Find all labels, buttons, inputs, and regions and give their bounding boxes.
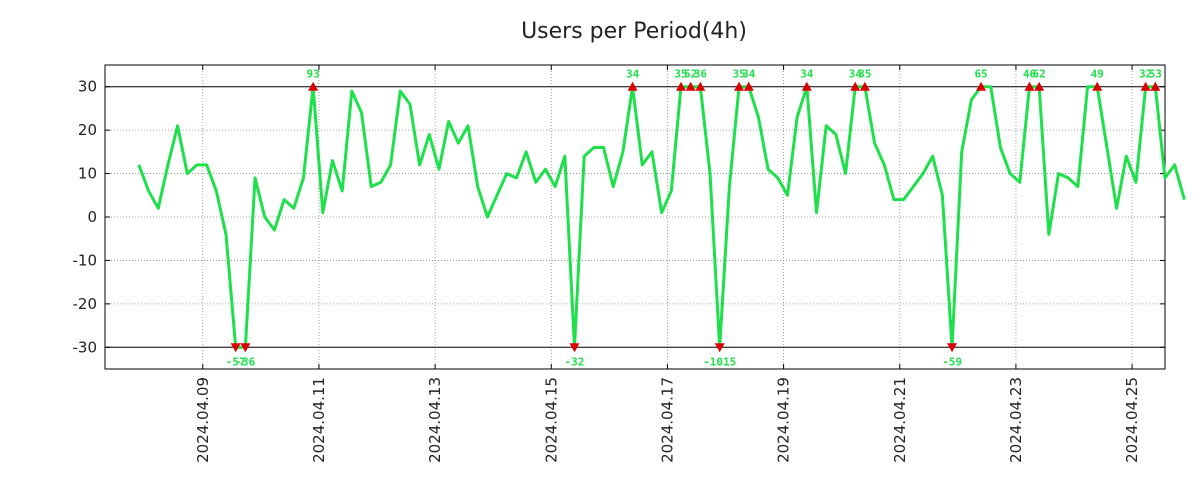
clip-value-label: -59 [942,355,962,368]
clip-marker-up [1034,81,1045,91]
y-tick-label: 10 [78,165,97,183]
x-tick-label: 2024.04.19 [775,377,793,463]
clip-marker-up [685,81,696,91]
clip-value-label: 34 [800,68,814,81]
clip-value-label: 34 [742,68,756,81]
clip-marker-up [850,81,861,91]
clip-value-label: 35 [674,68,687,81]
series-layer [137,85,1186,349]
x-tick-label: 2024.04.25 [1123,377,1141,463]
clip-marker-up [801,81,812,91]
clip-value-label: 34 [626,68,640,81]
clip-marker-up [1140,81,1151,91]
clip-marker-up [743,81,754,91]
chart-title: Users per Period(4h) [521,19,747,44]
y-tick-label: -10 [73,251,98,269]
clip-marker-up [675,81,686,91]
clip-value-label: 62 [1033,68,1046,81]
y-tick-label: -30 [73,338,98,356]
x-tick-label: 2024.04.13 [426,377,444,463]
clip-value-label: 53 [1149,68,1162,81]
clip-marker-up [1150,81,1161,91]
y-tick-label: -20 [73,295,98,313]
clip-value-label: 49 [1091,68,1104,81]
clip-marker-up [1092,81,1103,91]
x-tick-label: 2024.04.17 [658,377,676,463]
clip-value-label: -57 [226,355,246,368]
clip-marker-down [240,343,251,353]
clip-value-label: 46 [1023,68,1037,81]
clip-value-label: 32 [1139,68,1152,81]
clip-marker-up [627,81,638,91]
x-tick-label: 2024.04.15 [542,377,560,463]
clip-value-label: 34 [849,68,863,81]
clip-value-label: 65 [974,68,987,81]
x-tick-label: 2024.04.11 [310,377,328,463]
y-axis: 30 20 10 0 -10 -20 -30 [73,78,1165,356]
x-tick-label: 2024.04.23 [1007,377,1025,463]
clip-marker-up [308,81,319,91]
y-tick-label: 20 [78,121,97,139]
clip-marker-up [734,81,745,91]
clip-value-label: -32 [565,355,585,368]
y-tick-label: 0 [87,208,97,226]
clip-marker-down [569,343,580,353]
clip-marker-down [714,343,725,353]
series-line [137,85,1186,349]
x-tick-label: 2024.04.21 [891,377,909,463]
clip-value-label: -1015 [703,355,736,368]
clip-marker-up [1024,81,1035,91]
clip-value-label: 35 [732,68,745,81]
clip-value-label: 93 [307,68,320,81]
clip-value-label: 36 [694,68,708,81]
clip-marker-down [230,343,241,353]
clip-marker-up [859,81,870,91]
clip-marker-up [976,81,987,91]
x-axis: 2024.04.09 2024.04.11 2024.04.13 2024.04.15… [194,65,1141,463]
y-tick-label: 30 [78,78,97,96]
clip-value-label: 52 [684,68,697,81]
clip-marker-up [695,81,706,91]
clip-value-label: -36 [235,355,255,368]
clip-value-label: 35 [858,68,871,81]
clip-marker-down [947,343,958,353]
x-tick-label: 2024.04.09 [194,377,212,463]
